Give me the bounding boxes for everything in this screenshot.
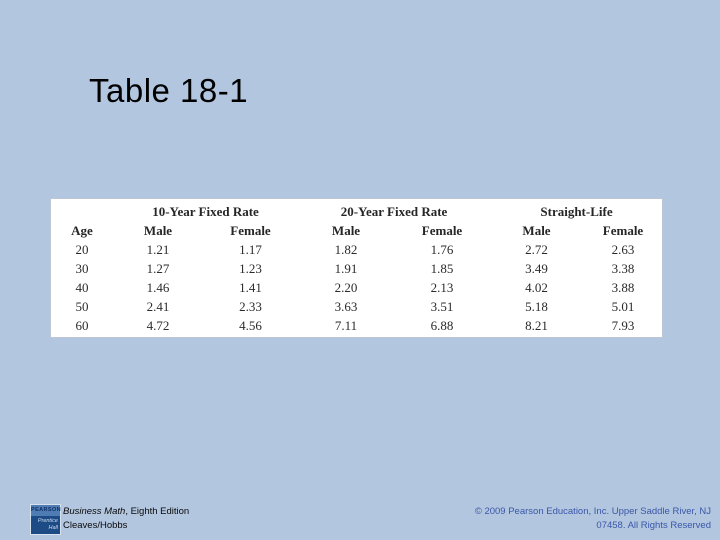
cell-value: 1.21 <box>146 241 170 257</box>
cell-value: 1.27 <box>146 260 170 276</box>
column-header-female-20yr: Female <box>421 222 463 238</box>
cell-value: 1.17 <box>239 241 262 257</box>
copyright-notice: © 2009 Pearson Education, Inc. Upper Sad… <box>475 505 711 532</box>
copyright-line2: 07458. All Rights Reserved <box>596 519 711 531</box>
cell-value: 7.93 <box>611 317 635 333</box>
cell-value: 2.20 <box>334 279 358 295</box>
cell-value: 4.56 <box>239 317 262 333</box>
column-header-male-20yr: Male <box>331 222 361 238</box>
book-title: Business Math <box>63 506 126 517</box>
cell-value: 2.41 <box>146 298 170 314</box>
table-row: 60 4.72 4.56 7.11 6.88 8.21 7.93 <box>51 316 663 335</box>
cell-value: 1.76 <box>430 241 454 257</box>
cell-value: 1.82 <box>334 241 358 257</box>
cell-value: 1.91 <box>334 260 358 276</box>
pearson-prentice-hall-logo: PEARSON Prentice Hall <box>30 504 61 535</box>
corner-cell <box>51 202 113 221</box>
cell-value: 3.38 <box>611 260 635 276</box>
column-header-male-sl: Male <box>522 222 551 238</box>
group-header-row: 10-Year Fixed Rate 20-Year Fixed Rate St… <box>51 202 663 221</box>
cell-age: 30 <box>75 260 89 276</box>
cell-age: 20 <box>75 241 89 257</box>
rate-table-container: 10-Year Fixed Rate 20-Year Fixed Rate St… <box>50 198 663 338</box>
cell-value: 2.13 <box>430 279 454 295</box>
cell-value: 1.23 <box>239 260 262 276</box>
cell-value: 1.85 <box>430 260 454 276</box>
page-title: Table 18-1 <box>89 72 249 109</box>
table-row: 30 1.27 1.23 1.91 1.85 3.49 3.38 <box>51 259 663 278</box>
column-header-female-10yr: Female <box>230 222 271 238</box>
group-header-10yr: 10-Year Fixed Rate <box>152 203 259 219</box>
cell-value: 5.18 <box>525 298 548 314</box>
cell-value: 5.01 <box>611 298 635 314</box>
book-edition: , Eighth Edition <box>125 506 190 517</box>
cell-value: 1.46 <box>146 279 170 295</box>
cell-value: 1.41 <box>239 279 262 295</box>
cell-value: 3.51 <box>430 298 454 314</box>
cell-value: 3.63 <box>334 298 358 314</box>
cell-age: 50 <box>75 298 89 314</box>
table-row: 20 1.21 1.17 1.82 1.76 2.72 2.63 <box>51 240 663 259</box>
cell-value: 2.72 <box>525 241 548 257</box>
rate-table: 10-Year Fixed Rate 20-Year Fixed Rate St… <box>51 202 663 335</box>
logo-imprint-line1: Prentice <box>37 518 58 524</box>
cell-value: 2.33 <box>239 298 262 314</box>
book-credit: Business Math, Eighth Edition Cleaves/Ho… <box>63 505 189 532</box>
cell-value: 7.11 <box>334 317 358 333</box>
column-header-age: Age <box>71 222 93 238</box>
group-header-straight-life: Straight-Life <box>540 203 613 219</box>
table-row: 40 1.46 1.41 2.20 2.13 4.02 3.88 <box>51 278 663 297</box>
pearson-logo-brand: PEARSON <box>31 505 61 516</box>
cell-value: 4.02 <box>525 279 548 295</box>
cell-age: 40 <box>75 279 89 295</box>
cell-age: 60 <box>75 317 89 333</box>
column-header-row: Age Male Female Male Female Male Female <box>51 221 663 240</box>
cell-value: 3.49 <box>525 260 548 276</box>
column-header-male-10yr: Male <box>143 222 173 238</box>
book-authors: Cleaves/Hobbs <box>63 519 128 531</box>
book-credit-line1: Business Math, Eighth Edition <box>63 505 189 519</box>
table-row: 50 2.41 2.33 3.63 3.51 5.18 5.01 <box>51 297 663 316</box>
logo-imprint-line2: Hall <box>48 524 58 531</box>
copyright-line1: © 2009 Pearson Education, Inc. Upper Sad… <box>474 506 711 517</box>
cell-value: 2.63 <box>611 241 635 257</box>
cell-value: 4.72 <box>146 317 170 333</box>
prentice-hall-logo-imprint: Prentice Hall <box>31 516 60 534</box>
cell-value: 3.88 <box>611 279 635 295</box>
group-header-20yr: 20-Year Fixed Rate <box>340 203 448 219</box>
cell-value: 8.21 <box>525 317 548 333</box>
cell-value: 6.88 <box>430 317 454 333</box>
column-header-female-sl: Female <box>602 222 644 238</box>
